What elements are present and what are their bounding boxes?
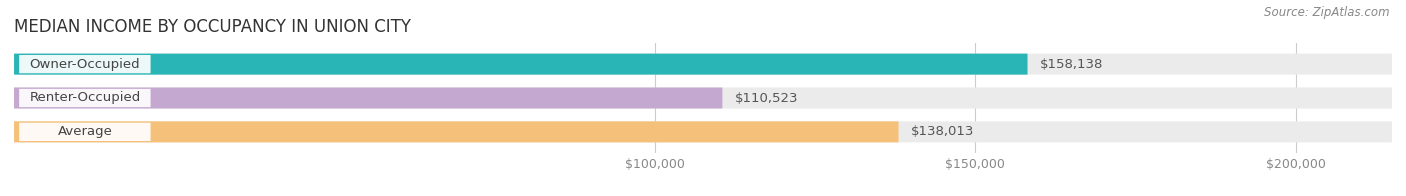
Text: Source: ZipAtlas.com: Source: ZipAtlas.com bbox=[1264, 6, 1389, 19]
Text: Renter-Occupied: Renter-Occupied bbox=[30, 92, 141, 104]
FancyBboxPatch shape bbox=[14, 54, 1392, 75]
Text: $138,013: $138,013 bbox=[911, 125, 974, 138]
FancyBboxPatch shape bbox=[14, 121, 1392, 142]
Text: MEDIAN INCOME BY OCCUPANCY IN UNION CITY: MEDIAN INCOME BY OCCUPANCY IN UNION CITY bbox=[14, 18, 411, 36]
Text: Owner-Occupied: Owner-Occupied bbox=[30, 58, 141, 71]
FancyBboxPatch shape bbox=[14, 87, 723, 109]
FancyBboxPatch shape bbox=[20, 123, 150, 141]
Text: $110,523: $110,523 bbox=[735, 92, 799, 104]
FancyBboxPatch shape bbox=[14, 54, 1028, 75]
FancyBboxPatch shape bbox=[20, 89, 150, 107]
FancyBboxPatch shape bbox=[14, 87, 1392, 109]
FancyBboxPatch shape bbox=[14, 121, 898, 142]
Text: Average: Average bbox=[58, 125, 112, 138]
FancyBboxPatch shape bbox=[20, 55, 150, 73]
Text: $158,138: $158,138 bbox=[1040, 58, 1104, 71]
